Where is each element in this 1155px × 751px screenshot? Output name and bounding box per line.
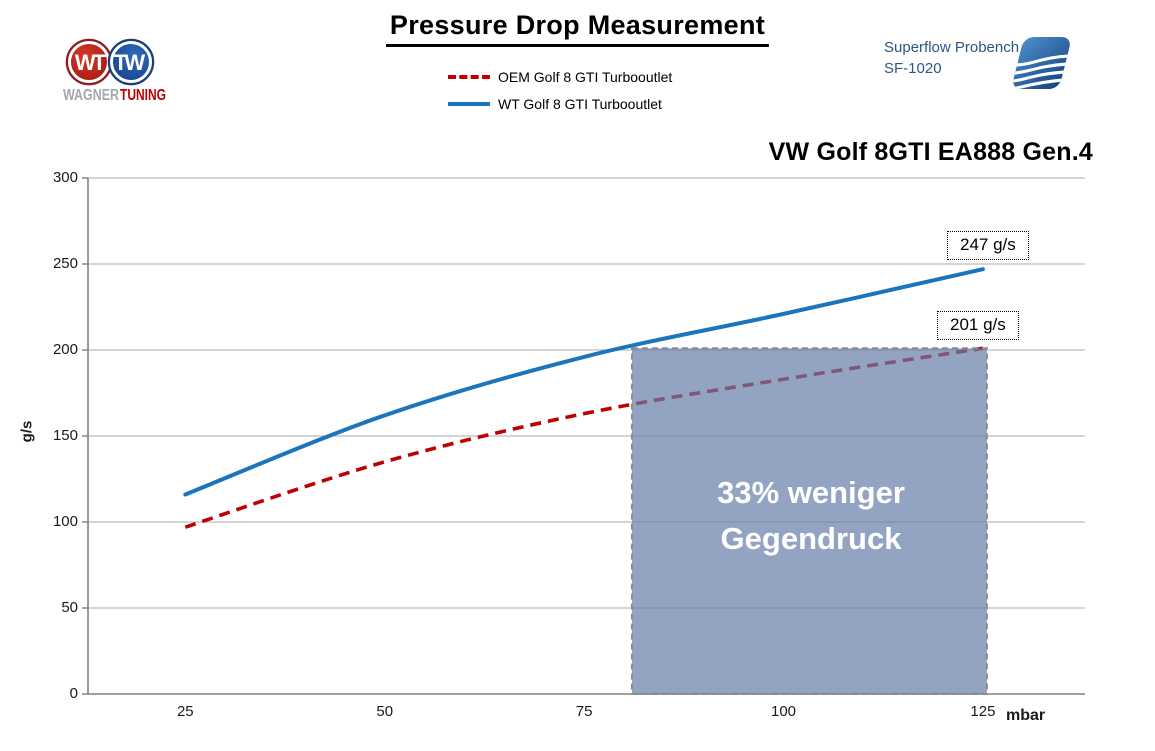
bench-name: Superflow Probench — [884, 39, 1020, 56]
legend-item-oem: OEM Golf 8 GTI Turbooutlet — [448, 63, 672, 90]
test-bench-info: Superflow Probench SF-1020 — [884, 37, 1019, 79]
x-tick-label: 125 — [970, 703, 996, 720]
y-tick-label: 50 — [61, 599, 78, 616]
legend-label-oem: OEM Golf 8 GTI Turbooutlet — [498, 68, 673, 85]
region-label-line2: Gegendruck — [720, 521, 902, 556]
chart-legend: OEM Golf 8 GTI Turbooutlet WT Golf 8 GTI… — [448, 63, 672, 117]
x-tick-label: 25 — [176, 703, 194, 720]
x-tick-label: 100 — [770, 703, 797, 720]
y-tick-label: 150 — [52, 427, 78, 444]
oem-max-flow-callout: 201 g/s — [937, 311, 1019, 340]
superflow-logo-icon — [1011, 37, 1070, 89]
backpressure-highlight-region — [631, 348, 987, 694]
brand-tuning-text: TUNING — [120, 87, 166, 104]
region-label-line1: 33% weniger — [717, 475, 905, 510]
y-tick-label: 250 — [52, 255, 78, 272]
x-tick-label: 75 — [575, 703, 593, 720]
wagner-tuning-logo: WT WT WAGNER TUNING — [63, 38, 166, 104]
x-axis-unit: mbar — [1006, 707, 1046, 724]
oem-dashed-line-swatch — [448, 74, 490, 79]
legend-item-wt: WT Golf 8 GTI Turbooutlet — [448, 90, 672, 117]
legend-label-wt: WT Golf 8 GTI Turbooutlet — [498, 95, 662, 112]
wt-max-flow-callout: 247 g/s — [947, 231, 1029, 260]
y-axis-unit: g/s — [18, 420, 36, 443]
wt-red-circle-icon: WT — [65, 38, 113, 86]
y-tick-label: 300 — [52, 169, 78, 186]
y-tick-label: 100 — [52, 513, 78, 530]
svg-text:WT: WT — [113, 50, 145, 75]
chart-title: VW Golf 8GTI EA888 Gen.4 — [768, 138, 1093, 166]
wt-series-line — [183, 267, 985, 497]
wt-solid-line-swatch — [448, 101, 490, 106]
y-tick-label: 200 — [52, 341, 78, 358]
x-tick-label: 50 — [376, 703, 394, 720]
backpressure-region-label: 33% weniger Gegendruck — [633, 470, 989, 562]
y-tick-label: 0 — [69, 685, 78, 702]
brand-wagner-text: WAGNER — [63, 87, 119, 104]
page-title: Pressure Drop Measurement — [0, 10, 1155, 47]
wt-blue-circle-icon: WT — [107, 38, 155, 86]
bench-model: SF-1020 — [884, 60, 942, 77]
page-title-text: Pressure Drop Measurement — [385, 10, 770, 47]
